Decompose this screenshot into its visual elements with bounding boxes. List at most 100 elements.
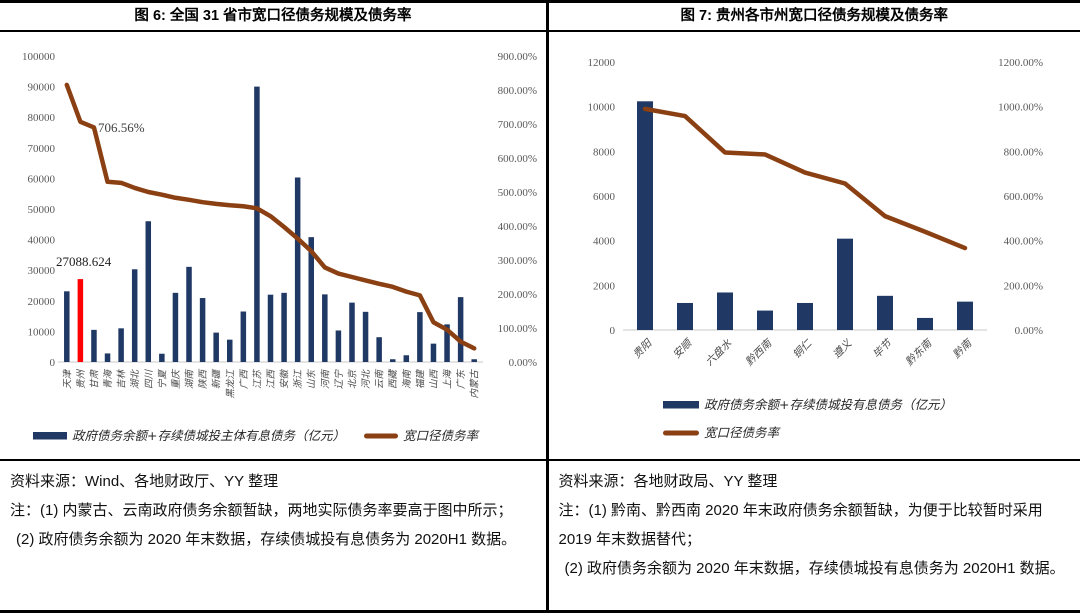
x-label-山东: 山东 [306,369,318,390]
left-axis-tick: 12000 [587,57,615,69]
figure7-chart-area: 0 2000 4000 6000 8000 10000 12000 0.00% 200.00% 4… [549,32,1080,459]
bar-重庆 [172,292,179,362]
figure6-source: 资料来源：Wind、各地财政厅、YY 整理 [10,473,279,490]
x-label-黑龙江: 黑龙江 [225,369,236,399]
left-axis-tick: 10000 [587,102,615,114]
left-axis-tick: 6000 [593,191,616,203]
left-axis-tick: 70000 [28,143,56,155]
debt-ratio-line [642,106,967,251]
x-label-西藏: 西藏 [388,369,399,390]
x-label-黔南: 黔南 [950,337,974,361]
figure7-notes: 资料来源：各地财政局、YY 整理 注：(1) 黔南、黔西南 2020 年末政府债… [548,459,1080,610]
x-label-广东: 广东 [455,369,467,390]
figure6-notes: 资料来源：Wind、各地财政厅、YY 整理 注：(1) 内蒙古、云南政府债务余额… [0,459,546,610]
right-axis-tick: 600.00% [498,153,537,165]
bar-广西 [240,311,247,362]
right-axis-tick: 200.00% [1003,280,1042,292]
bar-遵义 [836,238,853,330]
bar-毕节 [876,295,893,330]
bar-河南 [322,294,328,362]
left-axis-tick: 30000 [28,265,56,277]
bar-铜仁 [796,302,813,330]
x-label-湖南: 湖南 [185,369,196,390]
column-divider [546,3,549,610]
right-axis-tick: 800.00% [498,85,537,97]
panel-figure-7: 图 7: 贵州各市州宽口径债务规模及债务率 0 2000 4000 6000 8000 1… [548,3,1080,610]
left-axis-tick: 80000 [28,112,56,124]
right-axis-tick: 100.00% [498,323,537,335]
left-axis-tick: 4000 [593,236,616,248]
bar-四川 [145,221,152,362]
x-label-六盘水: 六盘水 [703,337,734,368]
x-label-湖北: 湖北 [130,369,141,390]
legend-line-label: 宽口径债务率 [403,428,481,443]
x-label-四川: 四川 [144,369,155,390]
right-axis-tick: 500.00% [498,187,537,199]
x-label-内蒙古: 内蒙古 [470,369,481,399]
figure7-note-2: (2) 政府债务余额为 2020 年末数据，存续债城投有息债务为 2020H1 … [564,560,1065,577]
x-label-黔东南: 黔东南 [903,337,935,369]
bar-宁夏 [159,353,165,362]
chart-legend: 政府债务余额+存续债城投主体有息债务（亿元） 宽口径债务率 [33,428,481,443]
debt-ratio-line [64,82,477,351]
legend-line-label: 宽口径债务率 [704,425,782,440]
right-axis-tick: 300.00% [498,255,537,267]
figure6-title: 图 6: 全国 31 省市宽口径债务规模及债务率 [0,3,546,32]
bar-海南 [403,355,410,362]
x-label-广西: 广西 [239,369,250,390]
x-label-陕西: 陕西 [198,369,209,390]
x-label-甘肃: 甘肃 [89,369,100,390]
bar-北京 [349,302,355,362]
x-label-宁夏: 宁夏 [156,369,168,390]
figure7-title: 图 7: 贵州各市州宽口径债务规模及债务率 [548,3,1080,32]
x-label-毕节: 毕节 [870,337,894,361]
bar-贵州 [77,279,84,362]
left-axis-tick: 20000 [28,296,56,308]
left-axis-tick: 60000 [28,173,56,185]
bar-山西 [430,343,437,362]
x-label-安徽: 安徽 [280,369,291,390]
left-axis-tick: 0 [609,325,615,337]
chart-legend: 政府债务余额+存续债城投有息债务（亿元） 宽口径债务率 [662,397,951,440]
left-axis-tick: 90000 [28,82,56,94]
bar-辽宁 [335,330,342,362]
bar-六盘水 [716,292,733,330]
bar-新疆 [213,332,219,362]
bar-天津 [64,291,70,362]
x-label-江苏: 江苏 [252,369,263,390]
x-label-青海: 青海 [103,369,114,390]
right-axis-tick: 600.00% [1003,191,1042,203]
bar-黔东南 [916,317,933,330]
right-axis-tick: 1000.00% [998,102,1043,114]
annotation-label: 706.56% [98,120,145,135]
bar-福建 [417,312,423,362]
x-label-上海: 上海 [443,369,454,390]
x-label-浙江: 浙江 [293,369,304,390]
bar-广东 [457,297,464,362]
left-axis-tick: 8000 [593,146,616,158]
bar-内蒙古 [471,359,477,362]
right-axis-tick: 1200.00% [998,57,1043,69]
bar-云南 [376,337,382,362]
left-axis-tick: 40000 [28,235,56,247]
bar-浙江 [294,177,301,362]
right-axis-tick: 200.00% [498,289,537,301]
legend-bar-swatch [662,401,699,409]
x-label-铜仁: 铜仁 [790,337,814,361]
annotation-label: 27088.624 [56,254,112,269]
left-axis-tick: 50000 [28,204,56,216]
right-axis-tick: 900.00% [498,51,537,63]
bar-安顺 [676,302,693,330]
bar-湖南 [186,266,192,362]
x-label-河南: 河南 [320,369,331,390]
legend-bar-swatch [33,432,67,440]
right-axis-tick: 400.00% [1003,236,1042,248]
x-label-江西: 江西 [266,369,277,390]
x-label-安顺: 安顺 [670,336,695,361]
bar-安徽 [281,292,287,362]
x-label-贵州: 贵州 [76,369,87,390]
figure6-note-1: 注：(1) 内蒙古、云南政府债务余额暂缺，两地实际债务率要高于图中所示； [10,502,513,519]
figure7-source: 资料来源：各地财政局、YY 整理 [558,473,778,490]
x-label-新疆: 新疆 [211,369,223,390]
